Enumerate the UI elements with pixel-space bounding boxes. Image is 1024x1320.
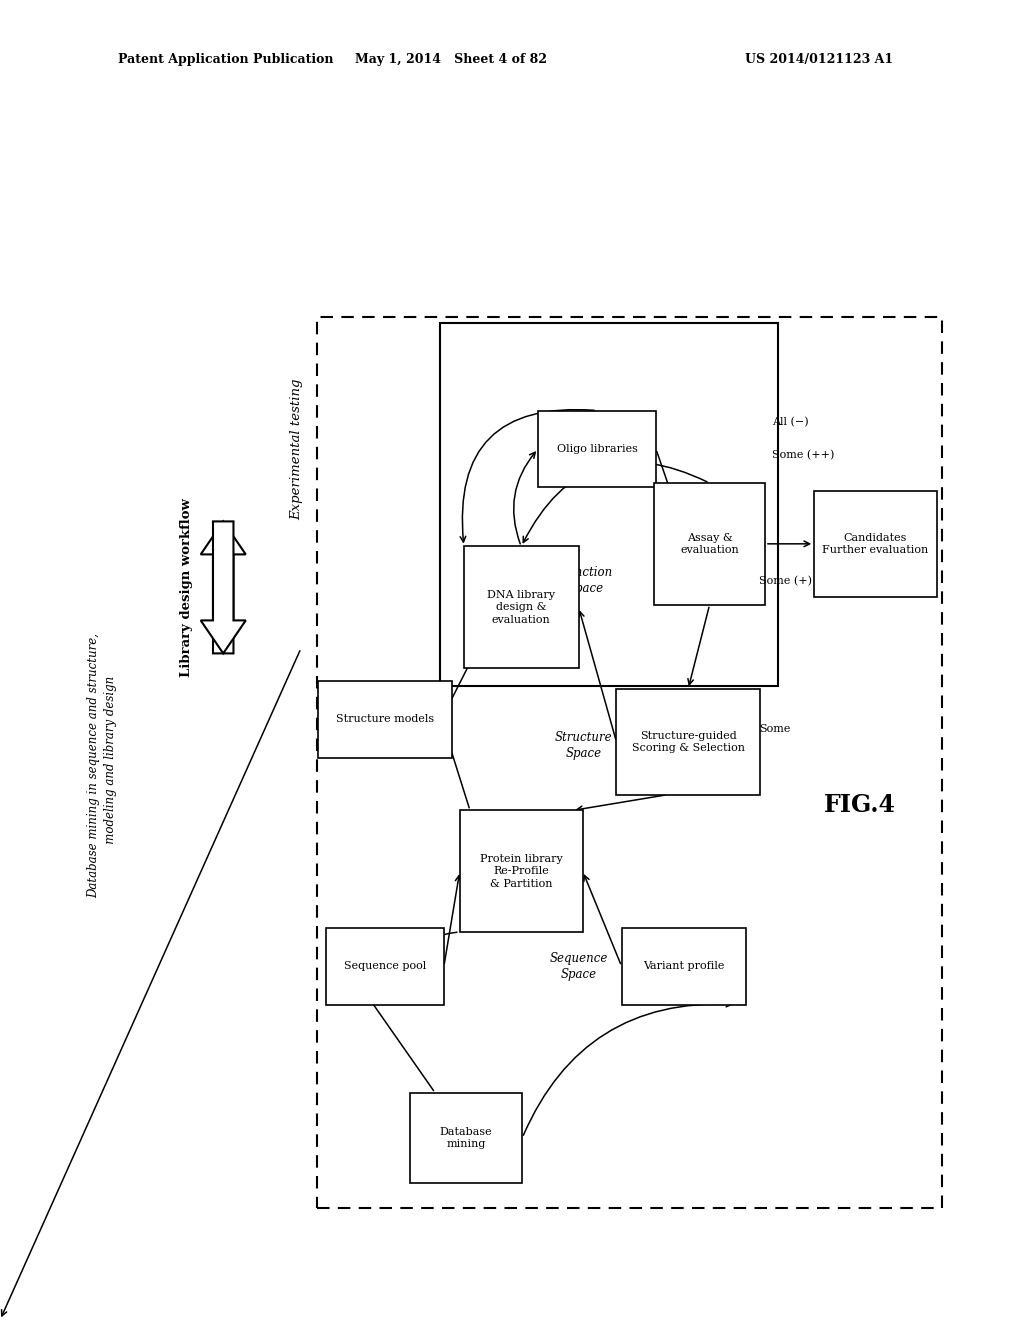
Bar xyxy=(464,546,579,668)
Text: Candidates
Further evaluation: Candidates Further evaluation xyxy=(822,533,929,554)
FancyArrow shape xyxy=(201,521,246,653)
Text: Database mining in sequence and structure,
   modeling and library design: Database mining in sequence and structur… xyxy=(87,634,118,898)
FancyArrow shape xyxy=(201,521,246,653)
Bar xyxy=(814,491,937,597)
Text: FIG.4: FIG.4 xyxy=(824,793,896,817)
Bar xyxy=(410,1093,522,1183)
Bar xyxy=(317,317,942,1208)
Text: All (−): All (−) xyxy=(772,417,809,428)
Bar xyxy=(622,928,746,1005)
Bar xyxy=(318,681,452,758)
Bar xyxy=(460,810,583,932)
Text: Structure
Space: Structure Space xyxy=(555,731,612,760)
Text: Some (+): Some (+) xyxy=(759,576,812,586)
Text: Structure models: Structure models xyxy=(336,714,434,725)
Bar xyxy=(616,689,760,795)
Text: Some (++): Some (++) xyxy=(772,450,835,461)
Bar xyxy=(539,411,655,487)
Bar xyxy=(326,928,444,1005)
Text: May 1, 2014   Sheet 4 of 82: May 1, 2014 Sheet 4 of 82 xyxy=(354,53,547,66)
Bar xyxy=(654,483,765,605)
Text: Oligo libraries: Oligo libraries xyxy=(557,444,637,454)
Text: Function
Space: Function Space xyxy=(559,566,612,595)
Text: Library design workflow: Library design workflow xyxy=(180,498,193,677)
Text: DNA library
design &
evaluation: DNA library design & evaluation xyxy=(487,590,555,624)
Text: Database
mining: Database mining xyxy=(439,1127,493,1148)
Text: US 2014/0121123 A1: US 2014/0121123 A1 xyxy=(745,53,893,66)
Text: Assay &
evaluation: Assay & evaluation xyxy=(680,533,739,554)
Text: Sequence
Space: Sequence Space xyxy=(549,952,608,981)
Text: Experimental testing: Experimental testing xyxy=(291,378,303,520)
Text: Protein library
Re-Profile
& Partition: Protein library Re-Profile & Partition xyxy=(480,854,562,888)
Text: Some: Some xyxy=(759,723,791,734)
Text: Structure-guided
Scoring & Selection: Structure-guided Scoring & Selection xyxy=(632,731,744,752)
Bar xyxy=(440,323,778,686)
Text: Sequence pool: Sequence pool xyxy=(344,961,426,972)
Text: Patent Application Publication: Patent Application Publication xyxy=(118,53,333,66)
Text: Variant profile: Variant profile xyxy=(643,961,725,972)
